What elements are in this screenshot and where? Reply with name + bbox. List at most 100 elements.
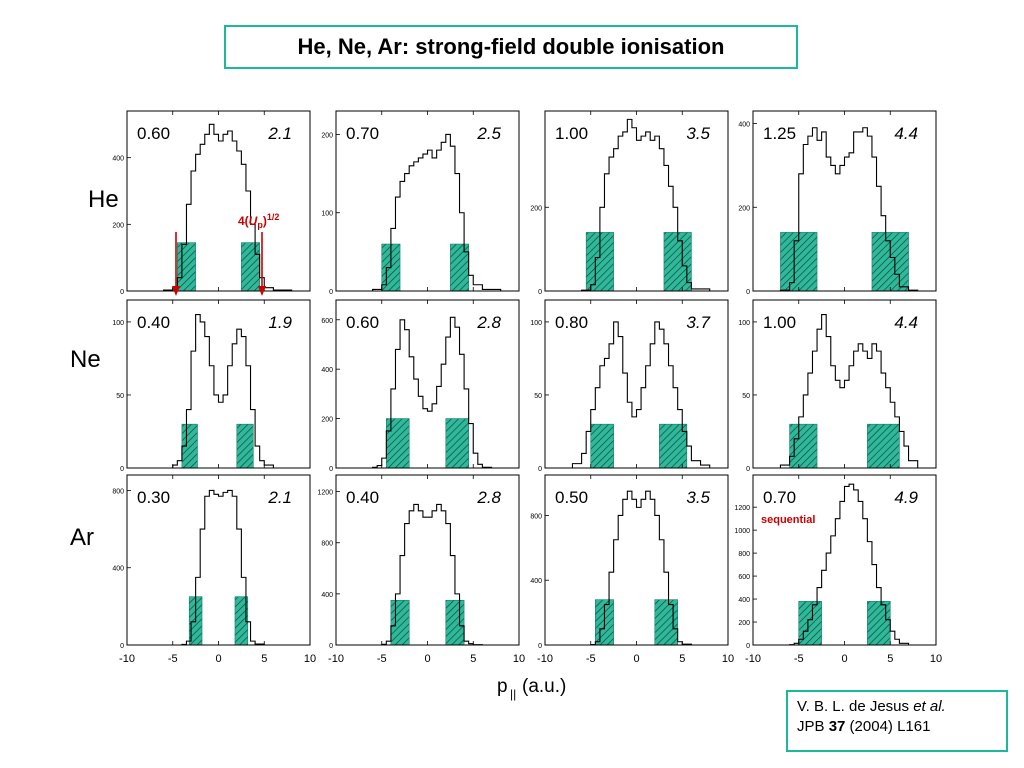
ann-p: p bbox=[257, 220, 263, 230]
ratio-label: 3.5 bbox=[686, 488, 710, 507]
y-tick-label: 50 bbox=[534, 393, 542, 400]
xlabel-main: p bbox=[497, 676, 508, 697]
histogram-line bbox=[545, 321, 728, 469]
histogram-line bbox=[545, 118, 728, 292]
x-tick-label: 0 bbox=[841, 653, 847, 665]
histogram-line bbox=[127, 489, 310, 646]
arrow-right-head bbox=[258, 286, 266, 296]
histogram-line bbox=[127, 314, 310, 469]
y-tick-label: 0 bbox=[538, 466, 542, 473]
shaded-region-2 bbox=[445, 418, 469, 469]
x-tick-label: 10 bbox=[513, 653, 525, 665]
panel-ar-2: 0 400 800 1200 -10 -5 0 5 10 0.40 2.8 bbox=[317, 474, 525, 665]
y-tick-label: 400 bbox=[738, 122, 750, 129]
x-tick-label: 0 bbox=[215, 653, 221, 665]
panel-ne-4: 0 50 100 1.00 4.4 bbox=[738, 299, 937, 473]
shaded-region-1 bbox=[386, 418, 410, 469]
x-tick-label: 5 bbox=[679, 653, 685, 665]
shaded-region-1 bbox=[590, 423, 614, 469]
panel-ar-4: 0 200 400 600 800 1000 1200 -10 -5 0 5 10 0.70 4.9 bbox=[734, 474, 942, 665]
histogram-line bbox=[753, 314, 936, 469]
y-tick-label: 0 bbox=[746, 466, 750, 473]
title-box: He, Ne, Ar: strong-field double ionisati… bbox=[224, 25, 798, 69]
reference-line-1: V. B. L. de Jesus et al. bbox=[797, 697, 997, 717]
annotation-he: 4(Up)1/2 bbox=[172, 212, 279, 296]
ann-close: ) bbox=[263, 214, 267, 228]
y-tick-label: 1200 bbox=[317, 490, 333, 497]
panel-ne-3: 0 50 100 0.80 3.7 bbox=[530, 299, 729, 473]
y-tick-label: 0 bbox=[120, 289, 124, 296]
x-tick-label: -5 bbox=[168, 653, 178, 665]
row-label-he: He bbox=[88, 186, 119, 213]
y-tick-label: 800 bbox=[321, 541, 333, 548]
y-tick-label: 0 bbox=[329, 643, 333, 650]
y-tick-label: 400 bbox=[321, 592, 333, 599]
ratio-label: 4.4 bbox=[894, 124, 918, 143]
y-tick-label: 0 bbox=[746, 643, 750, 650]
reference-line-2: JPB 37 (2004) L161 bbox=[797, 717, 997, 737]
shaded-region-2 bbox=[241, 242, 260, 292]
y-tick-label: 800 bbox=[738, 551, 750, 558]
ratio-label: 2.1 bbox=[267, 488, 292, 507]
histogram-line bbox=[753, 483, 936, 646]
xlabel-unit: (a.u.) bbox=[522, 676, 566, 697]
panel-he-3: 0 200 1.00 3.5 bbox=[530, 110, 729, 296]
ratio-label: 2.5 bbox=[476, 124, 501, 143]
x-tick-label: 10 bbox=[930, 653, 942, 665]
shaded-region-2 bbox=[654, 599, 678, 646]
y-tick-label: 400 bbox=[112, 156, 124, 163]
x-tick-label: -10 bbox=[745, 653, 761, 665]
ratio-label: 4.4 bbox=[894, 313, 918, 332]
shaded-region-1 bbox=[177, 242, 196, 292]
ratio-label: 2.8 bbox=[476, 488, 501, 507]
y-tick-label: 200 bbox=[112, 222, 124, 229]
shaded-region-1 bbox=[780, 232, 818, 292]
intensity-label: 0.70 bbox=[346, 124, 379, 143]
ref-authors: V. B. L. de Jesus bbox=[797, 698, 914, 715]
row-label-ar: Ar bbox=[70, 524, 94, 551]
y-tick-label: 50 bbox=[116, 393, 124, 400]
x-tick-label: -5 bbox=[794, 653, 804, 665]
ref-journal: JPB bbox=[797, 718, 829, 735]
y-tick-label: 0 bbox=[538, 289, 542, 296]
svg-text:4(Up)1/2: 4(Up)1/2 bbox=[238, 212, 279, 230]
page-title: He, Ne, Ar: strong-field double ionisati… bbox=[297, 34, 725, 59]
annotation-sequential: sequential bbox=[761, 514, 815, 526]
ratio-label: 2.1 bbox=[267, 124, 292, 143]
ratio-label: 4.9 bbox=[894, 488, 918, 507]
x-tick-label: 5 bbox=[261, 653, 267, 665]
y-tick-label: 0 bbox=[120, 643, 124, 650]
x-tick-label: -5 bbox=[377, 653, 387, 665]
ref-pages: (2004) L161 bbox=[845, 718, 931, 735]
x-tick-label: 10 bbox=[722, 653, 734, 665]
y-tick-label: 600 bbox=[738, 574, 750, 581]
panel-ne-2: 0 200 400 600 0.60 2.8 bbox=[321, 299, 520, 473]
intensity-label: 0.70 bbox=[763, 488, 796, 507]
y-tick-label: 400 bbox=[321, 367, 333, 374]
shaded-region-2 bbox=[236, 423, 254, 469]
ratio-label: 3.7 bbox=[686, 313, 710, 332]
y-tick-label: 200 bbox=[321, 417, 333, 424]
panel-he-4: 0 200 400 1.25 4.4 bbox=[738, 110, 937, 296]
histogram-line bbox=[753, 127, 936, 292]
y-tick-label: 200 bbox=[738, 620, 750, 627]
y-tick-label: 400 bbox=[530, 578, 542, 585]
y-tick-label: 800 bbox=[112, 488, 124, 495]
ann-exp: 1/2 bbox=[267, 212, 280, 222]
histogram-line bbox=[127, 123, 310, 292]
x-tick-label: 0 bbox=[633, 653, 639, 665]
histogram-line bbox=[336, 503, 519, 646]
y-tick-label: 1200 bbox=[734, 505, 750, 512]
shaded-region-2 bbox=[867, 601, 891, 646]
ann-4: 4( bbox=[238, 214, 249, 228]
xlabel-sub: || bbox=[510, 687, 516, 701]
intensity-label: 1.00 bbox=[555, 124, 588, 143]
y-tick-label: 200 bbox=[321, 132, 333, 139]
y-tick-label: 100 bbox=[738, 320, 750, 327]
y-tick-label: 400 bbox=[112, 566, 124, 573]
y-tick-label: 0 bbox=[329, 466, 333, 473]
y-tick-label: 100 bbox=[530, 320, 542, 327]
histogram-line bbox=[336, 316, 519, 469]
x-tick-label: -5 bbox=[586, 653, 596, 665]
